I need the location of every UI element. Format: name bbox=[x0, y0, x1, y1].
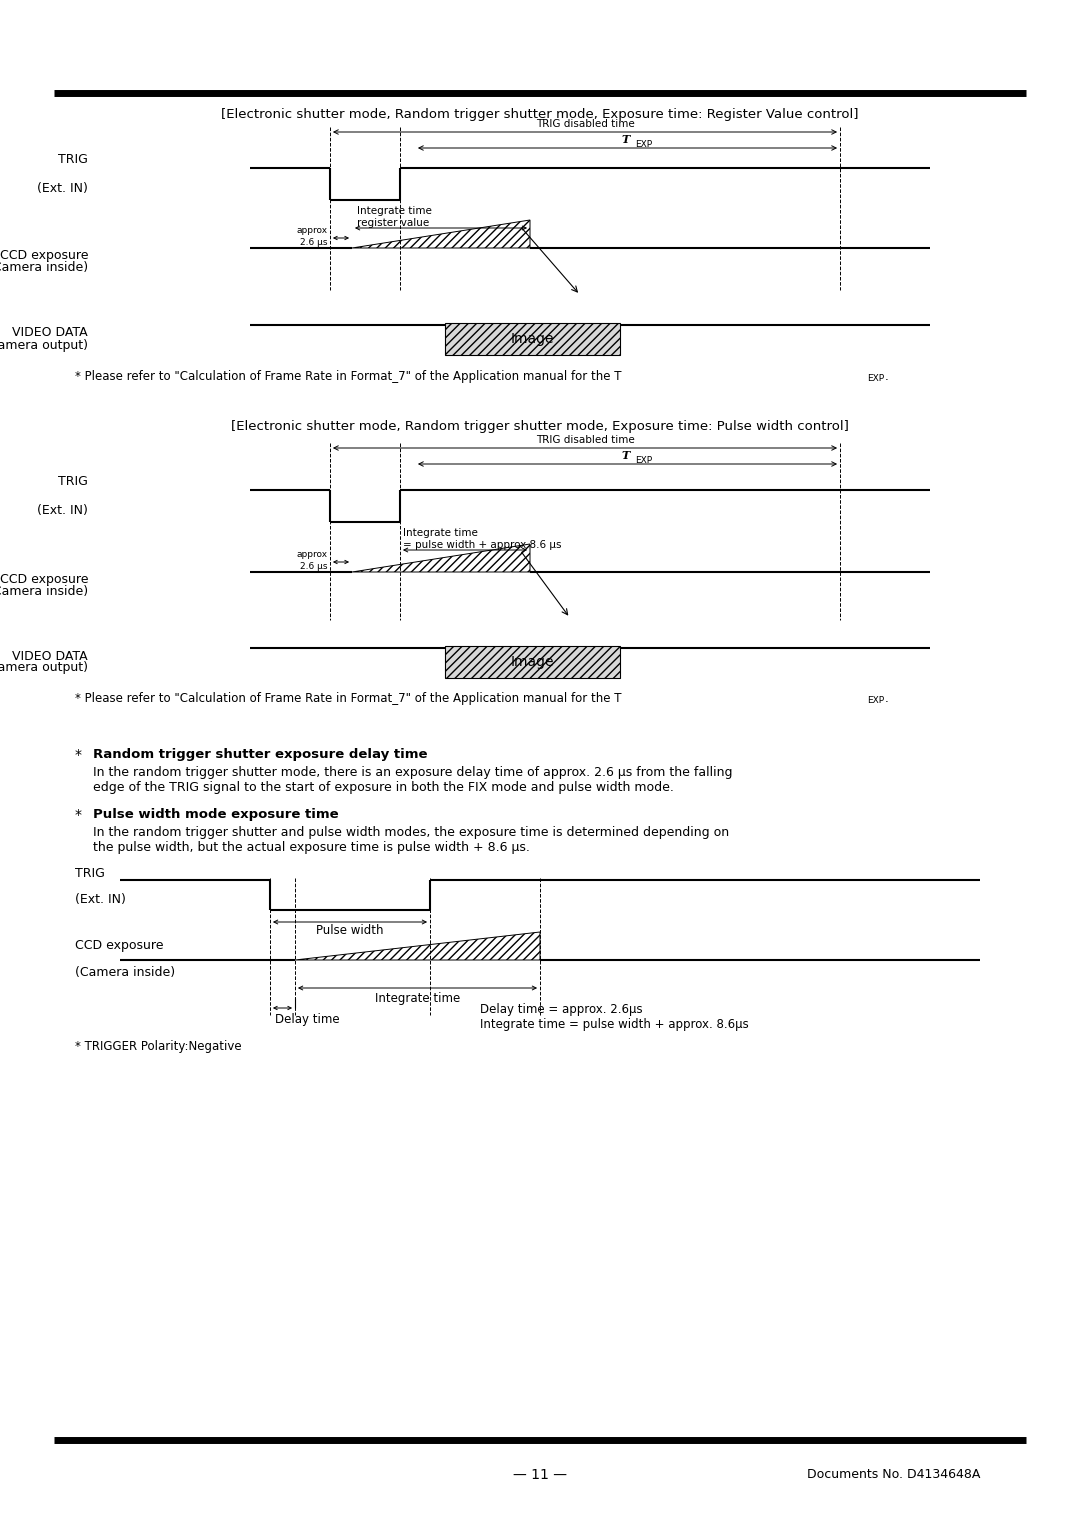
Text: 2.6 μs: 2.6 μs bbox=[300, 238, 328, 248]
Text: — 11 —: — 11 — bbox=[513, 1468, 567, 1482]
Text: TRIG disabled time: TRIG disabled time bbox=[536, 119, 634, 128]
Text: (Ext. IN): (Ext. IN) bbox=[37, 504, 87, 516]
Text: Image: Image bbox=[510, 656, 554, 669]
Polygon shape bbox=[352, 220, 530, 248]
Text: Delay time: Delay time bbox=[275, 1013, 339, 1025]
Text: EXP: EXP bbox=[635, 141, 652, 150]
Text: TRIG: TRIG bbox=[75, 866, 105, 880]
Text: Integrate time: Integrate time bbox=[403, 529, 477, 538]
Text: = pulse width + approx 8.6 μs: = pulse width + approx 8.6 μs bbox=[403, 539, 562, 550]
Text: EXP: EXP bbox=[867, 374, 885, 384]
Text: Integrate time = pulse width + approx. 8.6μs: Integrate time = pulse width + approx. 8… bbox=[480, 1018, 748, 1031]
Text: In the random trigger shutter and pulse width modes, the exposure time is determ: In the random trigger shutter and pulse … bbox=[93, 827, 729, 854]
Text: Documents No. D4134648A: Documents No. D4134648A bbox=[807, 1468, 980, 1481]
Text: 2.6 μs: 2.6 μs bbox=[300, 562, 328, 571]
Text: *: * bbox=[75, 749, 82, 762]
Text: Pulse width mode exposure time: Pulse width mode exposure time bbox=[93, 808, 339, 821]
Text: Image: Image bbox=[510, 332, 554, 345]
Polygon shape bbox=[295, 932, 540, 960]
Text: (Ext. IN): (Ext. IN) bbox=[75, 892, 126, 906]
Text: VIDEO DATA: VIDEO DATA bbox=[12, 327, 87, 339]
Text: T: T bbox=[621, 134, 630, 145]
Text: [Electronic shutter mode, Random trigger shutter mode, Exposure time: Pulse widt: [Electronic shutter mode, Random trigger… bbox=[231, 420, 849, 432]
Text: (Camera inside): (Camera inside) bbox=[0, 261, 87, 275]
Text: TRIG: TRIG bbox=[58, 153, 87, 167]
Text: Pulse width: Pulse width bbox=[316, 924, 383, 937]
Text: register value: register value bbox=[357, 219, 429, 228]
Text: T: T bbox=[621, 451, 630, 461]
Text: VIDEO DATA: VIDEO DATA bbox=[12, 649, 87, 663]
Text: approx: approx bbox=[297, 226, 328, 235]
Text: (Ext. IN): (Ext. IN) bbox=[37, 182, 87, 196]
Bar bbox=[445, 322, 620, 354]
Text: Integrate time: Integrate time bbox=[375, 992, 460, 1005]
Text: TRIG disabled time: TRIG disabled time bbox=[536, 435, 634, 445]
Text: CCD exposure: CCD exposure bbox=[75, 940, 163, 952]
Text: approx: approx bbox=[297, 550, 328, 559]
Text: (Camera inside): (Camera inside) bbox=[75, 966, 175, 979]
Polygon shape bbox=[352, 544, 530, 571]
Text: * Please refer to "Calculation of Frame Rate in Format_7" of the Application man: * Please refer to "Calculation of Frame … bbox=[75, 370, 621, 384]
Text: EXP: EXP bbox=[635, 455, 652, 465]
Text: (Camera output): (Camera output) bbox=[0, 662, 87, 674]
Text: .: . bbox=[885, 370, 889, 384]
Text: Random trigger shutter exposure delay time: Random trigger shutter exposure delay ti… bbox=[93, 749, 428, 761]
Text: .: . bbox=[885, 692, 889, 704]
Text: CCD exposure: CCD exposure bbox=[0, 573, 87, 587]
Text: CCD exposure: CCD exposure bbox=[0, 249, 87, 263]
Text: Integrate time: Integrate time bbox=[357, 206, 432, 215]
Text: EXP: EXP bbox=[867, 695, 885, 704]
Text: (Camera inside): (Camera inside) bbox=[0, 585, 87, 599]
Text: Delay time = approx. 2.6μs: Delay time = approx. 2.6μs bbox=[480, 1002, 643, 1016]
Text: * Please refer to "Calculation of Frame Rate in Format_7" of the Application man: * Please refer to "Calculation of Frame … bbox=[75, 692, 621, 704]
Text: * TRIGGER Polarity:Negative: * TRIGGER Polarity:Negative bbox=[75, 1041, 242, 1053]
Bar bbox=[445, 646, 620, 678]
Text: [Electronic shutter mode, Random trigger shutter mode, Exposure time: Register V: [Electronic shutter mode, Random trigger… bbox=[221, 108, 859, 121]
Text: TRIG: TRIG bbox=[58, 475, 87, 487]
Text: (Camera output): (Camera output) bbox=[0, 339, 87, 351]
Text: In the random trigger shutter mode, there is an exposure delay time of approx. 2: In the random trigger shutter mode, ther… bbox=[93, 766, 732, 795]
Text: *: * bbox=[75, 808, 82, 822]
